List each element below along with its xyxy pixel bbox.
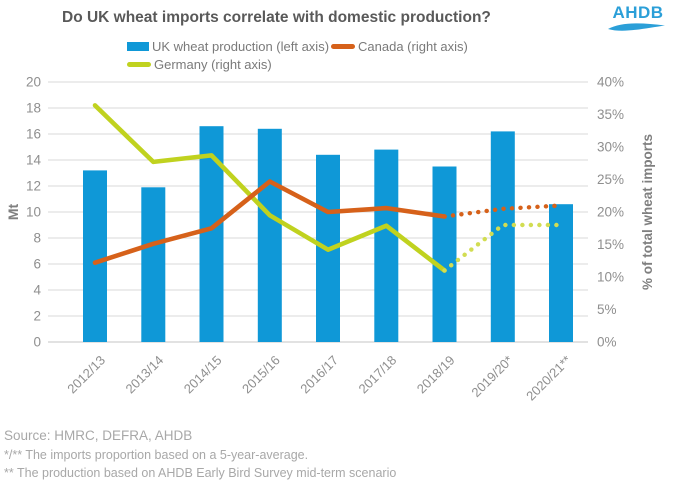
legend-bar-swatch-icon: [127, 42, 149, 51]
canada-line: [92, 179, 564, 266]
svg-text:4: 4: [33, 283, 41, 298]
svg-text:18: 18: [26, 101, 41, 116]
page-title: Do UK wheat imports correlate with domes…: [62, 9, 491, 26]
svg-text:30%: 30%: [597, 140, 624, 155]
bar-2017-18: [374, 149, 399, 342]
bar-2015-16: [257, 128, 282, 342]
ahdb-logo-text: AHDB: [612, 3, 664, 22]
svg-text:15%: 15%: [597, 237, 624, 252]
svg-text:6: 6: [33, 257, 41, 272]
bar-2012-13: [83, 170, 107, 342]
svg-text:0%: 0%: [597, 335, 617, 350]
svg-text:8: 8: [33, 231, 41, 246]
svg-text:10: 10: [26, 205, 41, 220]
svg-text:2012/13: 2012/13: [64, 353, 108, 397]
bar-2018-19: [432, 166, 457, 342]
svg-text:2018/19: 2018/19: [414, 353, 458, 397]
svg-text:2016/17: 2016/17: [297, 353, 341, 397]
svg-text:12: 12: [26, 179, 41, 194]
svg-text:2020/21**: 2020/21**: [523, 353, 574, 404]
svg-text:2014/15: 2014/15: [181, 353, 225, 397]
ahdb-logo: AHDB: [607, 4, 669, 34]
svg-text:2017/18: 2017/18: [356, 353, 400, 397]
legend-item-label: Germany (right axis): [154, 57, 272, 72]
legend-item-label: UK wheat production (left axis): [152, 39, 330, 54]
left-axis-title: Mt: [5, 204, 21, 221]
legend-item-label: Canada (right axis): [358, 39, 468, 54]
svg-text:0: 0: [33, 335, 41, 350]
source-note: Source: HMRC, DEFRA, AHDB: [4, 428, 193, 443]
svg-text:20%: 20%: [597, 205, 624, 220]
svg-text:2013/14: 2013/14: [123, 353, 167, 397]
bar-2019-20-: [490, 131, 515, 342]
footnote-production: ** The production based on AHDB Early Bi…: [4, 466, 397, 480]
combo-chart: 0 2 4 6 8 10 12 14 16 18 20 0% 5% 10% 15% 20% 25% 30% 35% 4…: [5, 75, 655, 404]
right-axis-ticks: 0% 5% 10% 15% 20% 25% 30% 35% 40%: [597, 75, 624, 350]
chart-footer: Source: HMRC, DEFRA, AHDB */** The impor…: [4, 428, 396, 484]
bar-2020-21--: [549, 204, 573, 342]
svg-text:14: 14: [26, 153, 42, 168]
legend-item-uk: UK wheat production (left axis): [127, 39, 329, 54]
svg-text:16: 16: [26, 127, 41, 142]
left-axis-ticks: 0 2 4 6 8 10 12 14 16 18 20: [26, 75, 42, 350]
x-axis-labels: 2012/13 2013/14 2014/15 2015/16 2016/17 2017/…: [64, 353, 574, 404]
svg-text:2015/16: 2015/16: [239, 353, 283, 397]
germany-line: [92, 103, 564, 273]
footnote-imports: */** The imports proportion based on a 5…: [4, 448, 309, 462]
svg-text:40%: 40%: [597, 75, 624, 90]
legend-line-swatch-icon: [127, 62, 151, 67]
legend-line-swatch-icon: [331, 44, 356, 49]
logo-swoosh-icon: [608, 23, 665, 31]
legend-item-canada: Canada (right axis): [331, 39, 468, 54]
bar-2013-14: [141, 187, 166, 342]
legend-item-germany: Germany (right axis): [127, 57, 272, 72]
svg-text:35%: 35%: [597, 107, 624, 122]
right-axis-title: % of total wheat imports: [640, 134, 655, 290]
svg-text:10%: 10%: [597, 270, 624, 285]
svg-text:2019/20*: 2019/20*: [468, 353, 515, 400]
production-bars: [83, 126, 573, 342]
svg-text:2: 2: [33, 309, 41, 324]
svg-text:20: 20: [26, 75, 41, 90]
svg-text:25%: 25%: [597, 172, 624, 187]
chart-legend: UK wheat production (left axis) Canada (r…: [127, 39, 579, 72]
svg-text:5%: 5%: [597, 302, 617, 317]
